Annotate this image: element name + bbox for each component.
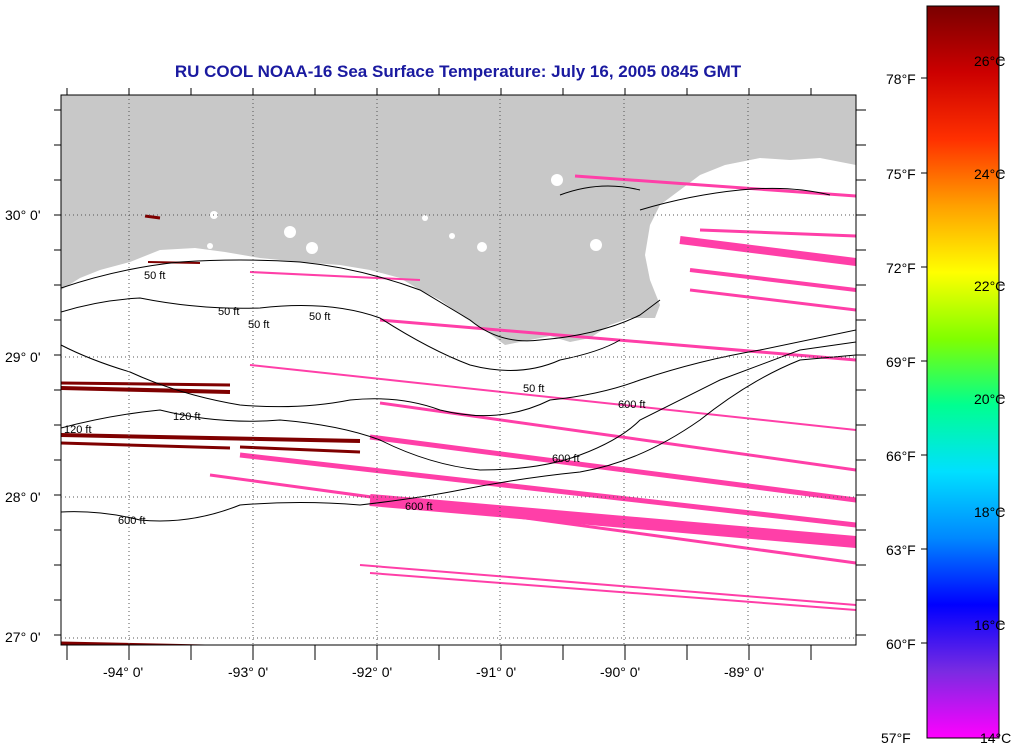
colorbar-f-label: 72°F: [886, 260, 916, 276]
contour-label: 50 ft: [144, 270, 165, 282]
colorbar-scale: [926, 5, 1000, 739]
warm-swath: [144, 214, 161, 220]
colorbar-c-label: 18°C: [974, 504, 1005, 520]
colorbar-f-label: 60°F: [886, 636, 916, 652]
lon-label: -94° 0': [103, 664, 143, 680]
cold-swath: [574, 174, 856, 198]
cold-swath: [359, 564, 856, 606]
lon-axis: -94° 0' -93° 0' -92° 0' -91° 0' -90° 0' …: [103, 664, 764, 680]
lat-axis: 30° 0' 29° 0' 28° 0' 27° 0': [5, 207, 41, 645]
lat-label: 30° 0': [5, 207, 41, 223]
land-mass: [61, 95, 856, 345]
contour-label: 600 ft: [552, 453, 580, 465]
contour-label: 50 ft: [248, 319, 269, 331]
cold-swath: [239, 452, 856, 528]
cold-swath: [369, 494, 856, 548]
contour-label: 120 ft: [173, 411, 201, 423]
colorbar-c-label: 24°C: [974, 166, 1005, 182]
contour-label: 50 ft: [309, 311, 330, 323]
lon-label: -89° 0': [724, 664, 764, 680]
cold-swath: [369, 572, 856, 611]
inland-lakes: [207, 174, 710, 335]
lat-label: 27° 0': [5, 629, 41, 645]
contour-label: 600 ft: [118, 515, 146, 527]
cold-swath: [249, 364, 856, 431]
colorbar-c-label: 22°C: [974, 278, 1005, 294]
graticule: [61, 95, 856, 645]
map-title: RU COOL NOAA-16 Sea Surface Temperature:…: [174, 62, 742, 81]
lon-label: -92° 0': [352, 664, 392, 680]
cold-swath: [689, 288, 856, 312]
colorbar-f-label: 78°F: [886, 71, 916, 87]
colorbar-f-label: 69°F: [886, 354, 916, 370]
cold-swath: [369, 434, 856, 503]
warm-swath: [61, 381, 231, 387]
colorbar-c-label: 14°C: [980, 730, 1011, 746]
cold-swath: [699, 228, 856, 238]
lon-label: -93° 0': [228, 664, 268, 680]
warm-swath: [239, 445, 361, 454]
colorbar-c-labels: 26°C 24°C 22°C 20°C 18°C 16°C 14°C: [974, 53, 1011, 746]
contour-labels: 50 ft 50 ft 50 ft 50 ft 120 ft 120 ft 60…: [64, 270, 646, 527]
colorbar-f-label: 75°F: [886, 166, 916, 182]
colorbar: 78°F 75°F 72°F 69°F 66°F 63°F 60°F 57°F …: [881, 5, 1011, 746]
cold-swath: [249, 271, 421, 281]
colorbar-f-labels: 78°F 75°F 72°F 69°F 66°F 63°F 60°F 57°F: [881, 71, 916, 746]
lon-label: -91° 0': [476, 664, 516, 680]
contour-label: 600 ft: [405, 501, 433, 513]
contour-label: 120 ft: [64, 424, 92, 436]
contour-label: 600 ft: [618, 399, 646, 411]
colorbar-ticks: [921, 59, 1005, 644]
axis-ticks: [54, 88, 866, 660]
map-frame: [60, 94, 857, 646]
colorbar-f-label: 57°F: [881, 730, 911, 746]
warm-swath: [61, 433, 361, 443]
warm-swath: [61, 386, 231, 394]
colorbar-f-label: 63°F: [886, 542, 916, 558]
colorbar-c-label: 26°C: [974, 53, 1005, 69]
cold-swath: [379, 318, 856, 362]
depth-contours: [61, 185, 856, 522]
cold-swath: [689, 268, 856, 292]
warm-swath: [61, 441, 231, 450]
cold-swath: [679, 236, 856, 266]
lat-label: 29° 0': [5, 349, 41, 365]
colorbar-f-label: 66°F: [886, 448, 916, 464]
contour-label: 50 ft: [523, 383, 544, 395]
contour-label: 50 ft: [218, 306, 239, 318]
map-plot-area: [61, 95, 856, 645]
colorbar-c-label: 16°C: [974, 617, 1005, 633]
lat-label: 28° 0': [5, 489, 41, 505]
lon-label: -90° 0': [600, 664, 640, 680]
colorbar-c-label: 20°C: [974, 391, 1005, 407]
